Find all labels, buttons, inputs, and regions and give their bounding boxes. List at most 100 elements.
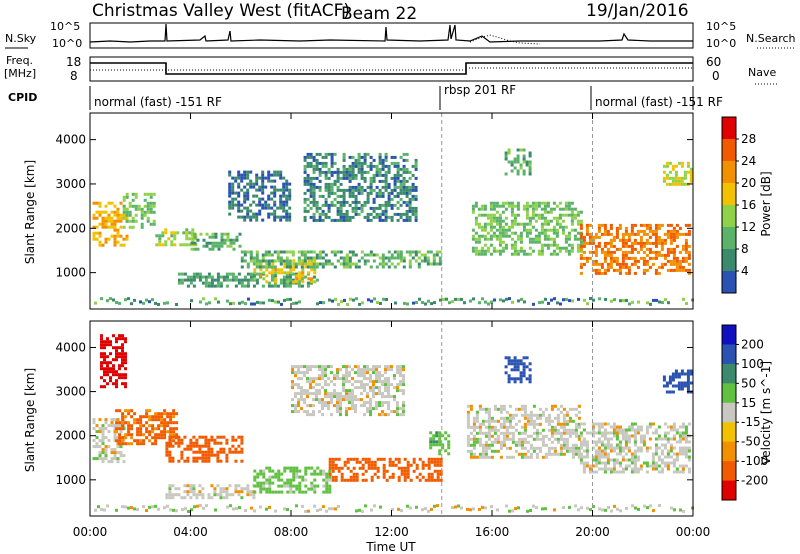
data-cell [535, 452, 539, 456]
data-cell [313, 271, 317, 275]
data-cell [600, 425, 604, 429]
data-cell [145, 409, 149, 413]
data-cell [396, 250, 400, 254]
data-cell [654, 229, 658, 233]
data-cell [666, 235, 670, 239]
data-cell [686, 375, 690, 379]
data-cell [312, 262, 316, 266]
data-cell [645, 470, 649, 474]
data-cell [151, 436, 155, 440]
data-cell [337, 466, 341, 470]
data-cell [345, 410, 348, 414]
data-cell [277, 472, 281, 476]
data-cell [408, 185, 412, 189]
data-cell [447, 443, 451, 447]
data-cell [121, 439, 125, 443]
data-cell [228, 278, 232, 282]
data-cell [375, 377, 378, 381]
data-cell [116, 240, 120, 244]
data-cell [490, 449, 494, 453]
data-cell [249, 218, 253, 222]
data-cell [492, 207, 496, 211]
data-cell [303, 256, 307, 260]
data-cell [149, 192, 153, 196]
data-cell [190, 241, 194, 245]
data-cell [435, 250, 439, 254]
data-cell [100, 376, 103, 380]
data-cell [543, 204, 547, 208]
data-cell [149, 204, 153, 208]
data-cell [101, 448, 105, 452]
noise-cell [508, 509, 511, 513]
noise-cell [316, 509, 319, 513]
data-cell [591, 241, 595, 245]
data-cell [591, 250, 595, 254]
data-cell [192, 441, 196, 445]
data-cell [148, 430, 152, 434]
data-cell [378, 191, 382, 195]
data-cell [336, 218, 340, 222]
data-cell [399, 383, 402, 387]
data-cell [315, 176, 319, 180]
data-cell [161, 234, 165, 238]
data-cell [678, 262, 682, 266]
data-cell [520, 425, 524, 429]
colorbar-tick-label: 4 [741, 264, 749, 278]
data-cell [609, 259, 613, 263]
data-cell [444, 437, 448, 441]
data-cell [122, 204, 126, 208]
data-cell [340, 478, 344, 482]
noise-cell [511, 509, 514, 513]
data-cell [116, 234, 120, 238]
data-cell [189, 487, 193, 491]
data-cell [381, 173, 385, 177]
data-cell [516, 368, 520, 372]
data-cell [151, 418, 155, 422]
data-cell [387, 203, 391, 207]
data-cell [121, 412, 125, 416]
data-cell [336, 404, 339, 408]
data-cell [666, 229, 670, 233]
data-cell [672, 259, 676, 263]
data-cell [432, 256, 436, 260]
data-cell [375, 170, 379, 174]
data-cell [528, 237, 532, 241]
data-cell [306, 371, 309, 375]
data-cell [351, 215, 355, 219]
data-cell [529, 422, 533, 426]
data-cell [541, 440, 545, 444]
data-cell [342, 380, 345, 384]
data-cell [318, 185, 322, 189]
data-cell [195, 496, 199, 500]
data-cell [582, 241, 586, 245]
cpid-label: CPID [8, 91, 37, 104]
data-cell [577, 452, 581, 456]
data-cell [612, 268, 616, 272]
data-cell [327, 383, 330, 387]
data-cell [526, 422, 530, 426]
data-cell [216, 459, 220, 463]
noise-cell [244, 509, 247, 512]
data-cell [393, 164, 397, 168]
data-cell [222, 450, 226, 454]
data-cell [570, 249, 574, 253]
data-cell [396, 212, 400, 216]
data-cell [283, 262, 287, 266]
data-cell [279, 194, 283, 198]
data-cell [119, 451, 123, 455]
data-cell [361, 478, 365, 482]
data-cell [396, 179, 400, 183]
data-cell [124, 385, 127, 389]
data-cell [366, 152, 370, 156]
data-cell [507, 359, 511, 363]
data-cell [336, 407, 339, 411]
data-cell [228, 203, 232, 207]
data-cell [199, 232, 203, 236]
data-cell [207, 456, 211, 460]
data-cell [145, 430, 149, 434]
data-cell [529, 419, 533, 423]
data-cell [510, 163, 514, 167]
data-cell [285, 259, 289, 263]
data-cell [375, 215, 379, 219]
